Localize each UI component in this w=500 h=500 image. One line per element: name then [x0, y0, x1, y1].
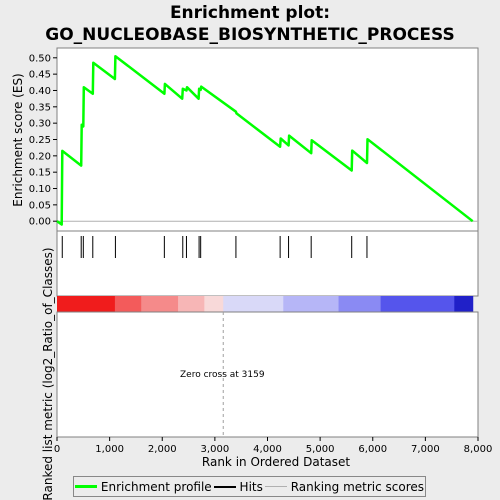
x-tick-label: 3,000 — [201, 444, 230, 455]
legend-swatch-hits — [213, 485, 236, 488]
y-tick-label: 0.50 — [29, 53, 51, 64]
y-tick-label: 0.40 — [29, 86, 51, 97]
legend-label-hits: Hits — [239, 479, 263, 494]
es-panel — [56, 47, 479, 232]
hits-panel — [56, 230, 479, 297]
x-tick-label: 6,000 — [358, 444, 387, 455]
x-axis-ticks: 0 1,000 2,000 3,000 4,000 5,000 6,000 7,000 8,00… — [54, 437, 493, 455]
hits-marks — [61, 236, 368, 258]
heatmap-segment — [141, 296, 179, 312]
x-axis-label: Rank in Ordered Dataset — [202, 455, 350, 469]
legend-label-ranking: Ranking metric scores — [290, 479, 425, 494]
y-axis-label-metric: Ranked list metric (log2_Ratio_of_Classe… — [41, 247, 55, 500]
heatmap-segment — [57, 296, 116, 312]
heatmap-segment — [223, 296, 284, 312]
y-tick-label: 0.20 — [29, 151, 51, 162]
chart-title-line1: Enrichment plot: — [170, 3, 330, 23]
zero-cross-annotation: Zero cross at 3159 — [180, 370, 265, 380]
y-tick-label: 0.30 — [29, 119, 51, 130]
heatmap-segment — [178, 296, 205, 312]
chart-title-line2: GO_NUCLEOBASE_BIOSYNTHETIC_PROCESS — [45, 25, 454, 45]
legend-swatch-enrichment — [74, 485, 97, 488]
y-tick-label: 0.15 — [29, 168, 51, 179]
y-tick-label: 0.35 — [29, 102, 51, 113]
heatmap-segment — [380, 296, 455, 312]
y-tick-label: 0.00 — [29, 217, 51, 228]
legend: Enrichment profile Hits Ranking metric s… — [73, 476, 426, 497]
enrichment-profile-line — [56, 54, 474, 226]
x-tick-label: 5,000 — [306, 444, 335, 455]
x-tick-label: 0 — [54, 444, 60, 455]
y-tick-label: 0.05 — [29, 200, 51, 211]
legend-item-enrichment: Enrichment profile — [74, 479, 212, 494]
heatmap-segment — [338, 296, 382, 312]
y-axis-ticks: 0.00 0.05 0.10 0.15 0.20 0.25 0.30 0.35 0.40 0.45… — [29, 53, 57, 228]
ranked-metric-panel — [56, 311, 479, 438]
legend-label-enrichment: Enrichment profile — [100, 479, 212, 494]
legend-item-hits: Hits — [213, 479, 263, 494]
y-tick-label: 0.25 — [29, 135, 51, 146]
x-tick-label: 7,000 — [411, 444, 440, 455]
x-tick-label: 8,000 — [464, 444, 493, 455]
x-tick-label: 1,000 — [95, 444, 124, 455]
x-tick-label: 4,000 — [253, 444, 282, 455]
heatmap-segment — [283, 296, 340, 312]
ranking-heatmap-band — [57, 296, 474, 312]
legend-swatch-ranking — [264, 486, 287, 487]
legend-item-ranking: Ranking metric scores — [264, 479, 425, 494]
x-tick-label: 2,000 — [148, 444, 177, 455]
y-tick-label: 0.45 — [29, 70, 51, 81]
heatmap-segment — [454, 296, 474, 312]
heatmap-segment — [114, 296, 142, 312]
y-axis-label-es: Enrichment score (ES) — [11, 73, 25, 206]
heatmap-segment — [204, 296, 224, 312]
y-tick-label: 0.10 — [29, 184, 51, 195]
